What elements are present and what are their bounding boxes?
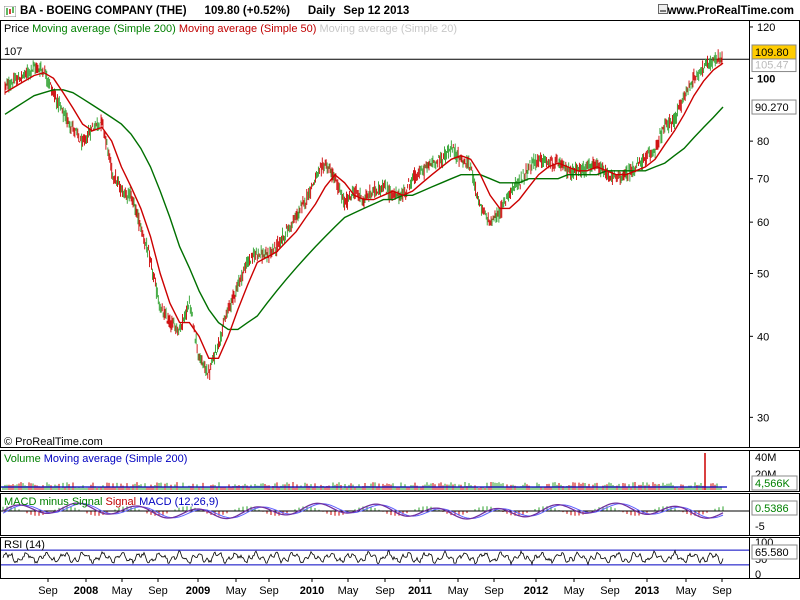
volume-tag: 4,566K — [755, 478, 791, 490]
ma50-line — [4, 62, 724, 359]
volume-legend: Volume Moving average (Simple 200) — [4, 453, 187, 465]
site-label[interactable]: www.ProRealTime.com — [667, 5, 794, 17]
x-tick-label: Sep — [375, 585, 395, 597]
y-tick-label: 120 — [757, 22, 775, 34]
copyright-label: © ProRealTime.com — [4, 436, 103, 448]
volume-tag-box — [751, 475, 798, 491]
minimize-icon[interactable] — [658, 4, 668, 14]
rsi-line — [2, 549, 724, 566]
ma200-tag-box — [751, 99, 797, 115]
x-tick-label: May — [676, 585, 697, 597]
legend-ma20[interactable]: Moving average (Simple 20) — [319, 23, 458, 35]
legend-volume-ma[interactable]: Moving average (Simple 200) — [43, 453, 188, 465]
rsi-legend: RSI (14) — [4, 539, 45, 551]
macd-legend: MACD minus Signal Signal MACD (12,26,9) — [4, 496, 219, 508]
y-tick-label: 60 — [757, 217, 769, 229]
level-line-label: 107 — [4, 46, 22, 58]
y-tick-label: 30 — [757, 412, 769, 424]
y-tick-label: 80 — [757, 136, 769, 148]
rsi-tag-box — [751, 544, 798, 560]
macd-tag: 0.5386 — [755, 503, 789, 515]
last-price-tag-box — [751, 44, 797, 60]
y-tick-label: 50 — [757, 268, 769, 280]
x-tick-label: Sep — [38, 585, 58, 597]
legend-macd-b: Signal — [105, 496, 137, 508]
legend-macd-a: MACD minus Signal — [4, 496, 103, 508]
price-change: 109.80 (+0.52%) — [204, 5, 290, 17]
rsi-tick-label: 0 — [755, 569, 761, 581]
x-tick-label: May — [112, 585, 133, 597]
chart-symbol-icon — [4, 5, 16, 17]
x-tick-label: Sep — [712, 585, 732, 597]
pane-frame-price — [0, 20, 800, 448]
rsi-tag: 65.580 — [755, 547, 789, 559]
price-legend: Price Moving average (Simple 200) Moving… — [4, 23, 457, 35]
macd-tick-label: -5 — [755, 521, 765, 533]
x-tick-label: 2013 — [635, 585, 659, 597]
x-tick-label: May — [448, 585, 469, 597]
legend-ma50[interactable]: Moving average (Simple 50) — [178, 23, 317, 35]
period-label: Daily — [307, 5, 336, 17]
x-tick-label: May — [564, 585, 585, 597]
ma200-line — [4, 89, 724, 331]
legend-price: Price — [4, 23, 30, 35]
x-tick-label: Sep — [484, 585, 504, 597]
x-tick-label: 2009 — [186, 585, 210, 597]
volume-tick-label: 40M — [755, 452, 776, 464]
legend-ma200[interactable]: Moving average (Simple 200) — [32, 23, 176, 35]
x-tick-label: 2011 — [408, 585, 432, 597]
chart-header: BA - BOEING COMPANY (THE) 109.80 (+0.52%… — [4, 2, 409, 20]
x-tick-label: Sep — [259, 585, 279, 597]
x-tick-label: May — [226, 585, 247, 597]
ma50-tag: 105.47 — [755, 60, 789, 72]
last-price-tag: 109.80 — [755, 47, 789, 59]
macd-tag-box — [751, 500, 798, 516]
macd-line — [2, 502, 724, 520]
x-tick-label: Sep — [148, 585, 168, 597]
ma200-tag: 90.270 — [755, 102, 789, 114]
symbol-title: BA - BOEING COMPANY (THE) — [20, 5, 187, 17]
macd-signal-line — [2, 503, 724, 520]
legend-volume: Volume — [4, 453, 41, 465]
legend-macd-c: MACD (12,26,9) — [139, 496, 219, 508]
y-tick-label: 40 — [757, 331, 769, 343]
date-label: Sep 12 2013 — [343, 5, 410, 17]
x-tick-label: 2010 — [300, 585, 324, 597]
legend-rsi: RSI (14) — [4, 539, 45, 551]
x-tick-label: May — [338, 585, 359, 597]
y-tick-label: 100 — [757, 73, 775, 85]
y-tick-label: 70 — [757, 174, 769, 186]
x-tick-label: 2008 — [74, 585, 98, 597]
x-tick-label: 2012 — [524, 585, 548, 597]
x-tick-label: Sep — [600, 585, 620, 597]
